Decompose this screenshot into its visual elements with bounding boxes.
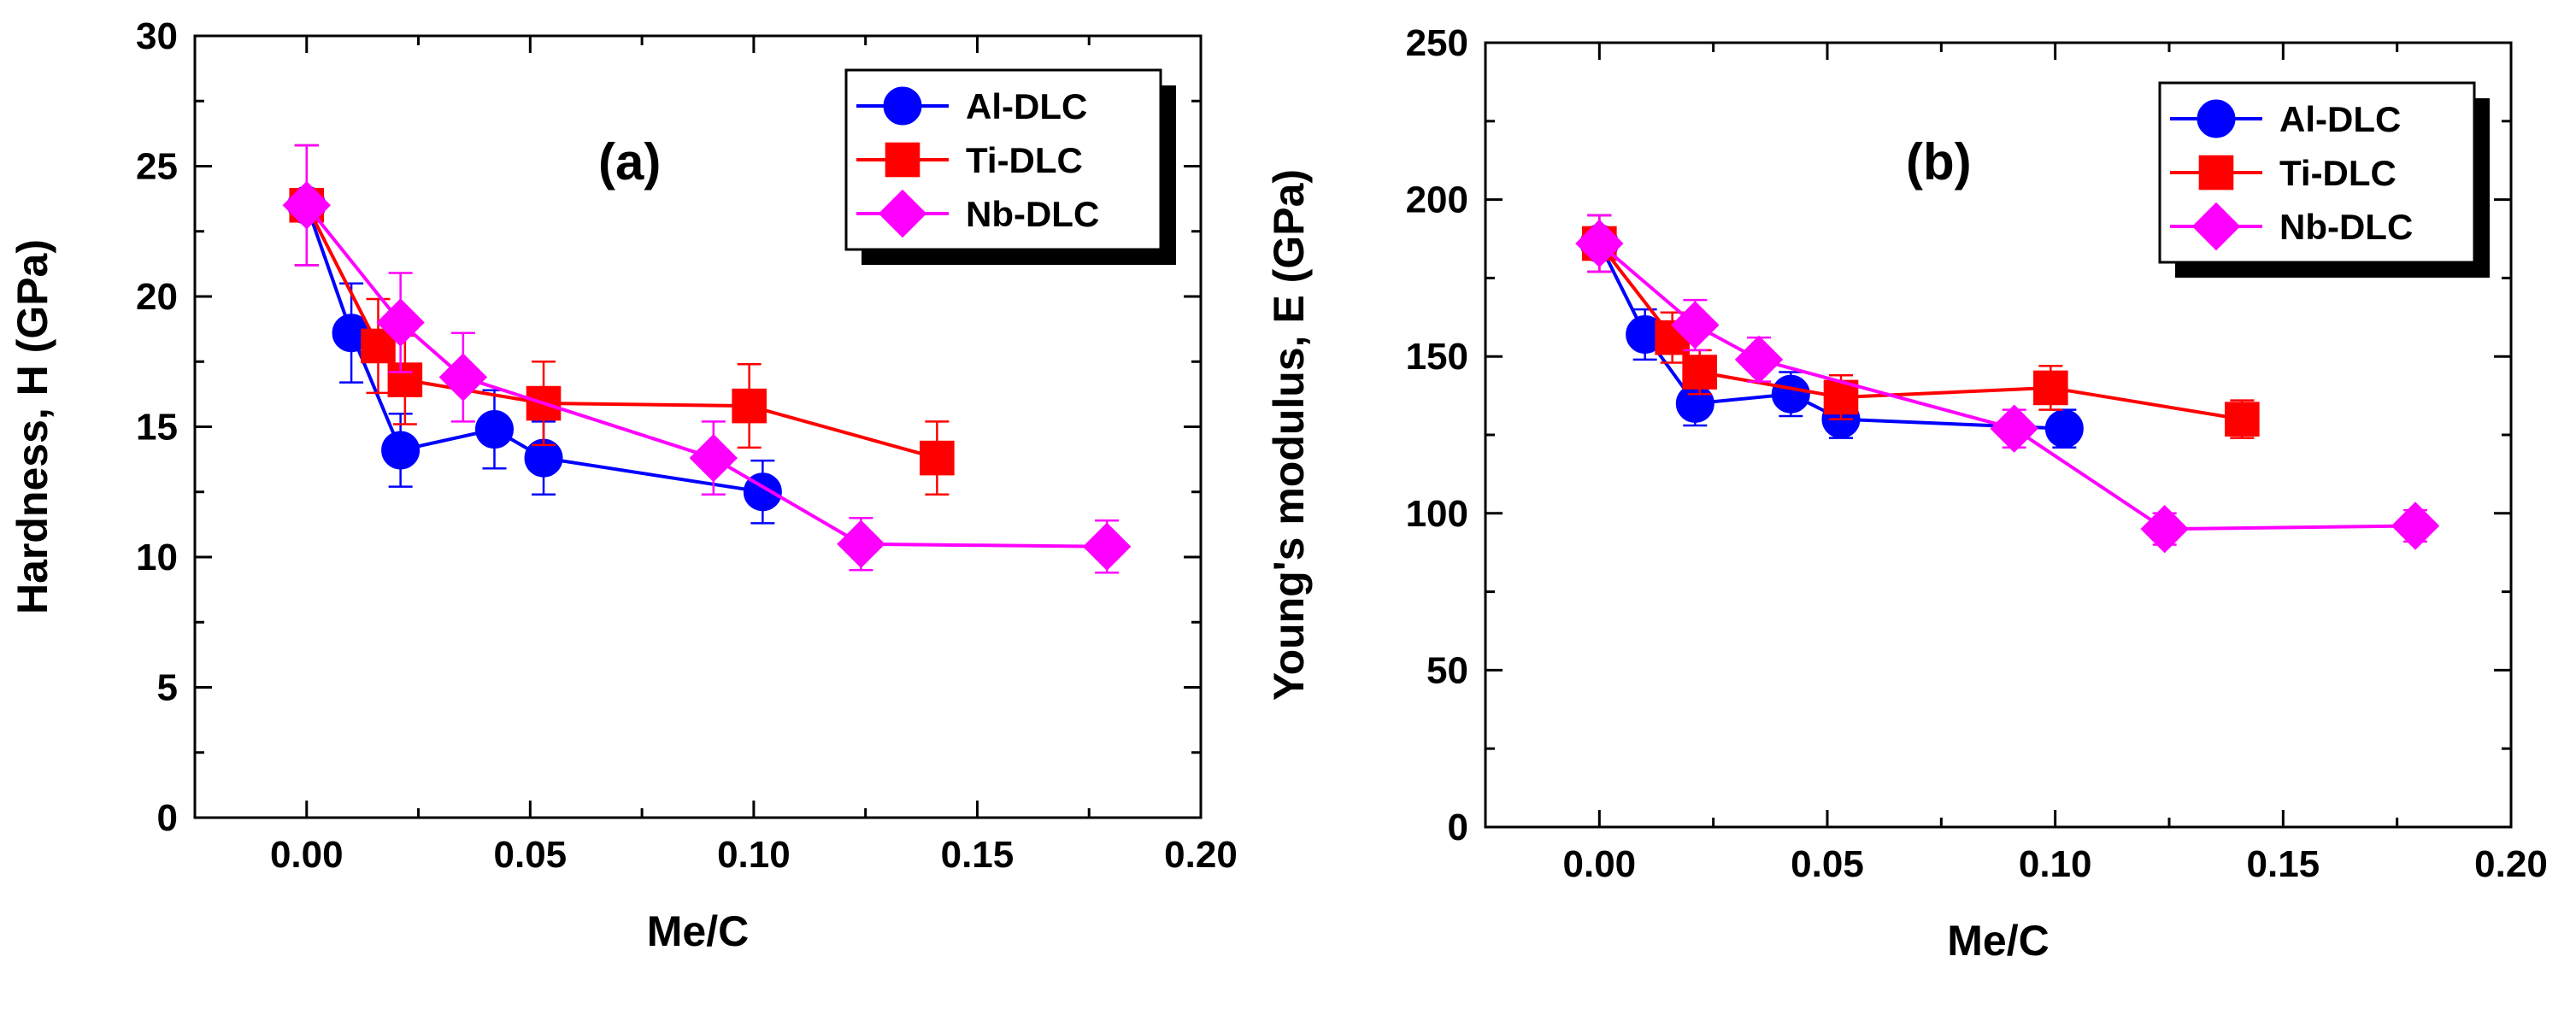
x-tick-label: 0.05 [494, 834, 568, 876]
data-point [2225, 402, 2260, 437]
x-tick-label: 0.20 [1164, 834, 1238, 876]
panel-label: (a) [598, 133, 661, 191]
series-al-dlc [287, 144, 782, 525]
y-tick-label: 10 [136, 537, 178, 578]
data-point [732, 388, 767, 424]
legend-marker [2191, 202, 2241, 251]
x-tick-label: 0.10 [2019, 843, 2092, 885]
y-tick-label: 50 [1426, 649, 1468, 691]
x-tick-label: 0.15 [941, 834, 1015, 876]
y-tick-label: 25 [136, 146, 178, 188]
data-point [1771, 374, 1810, 414]
series-line [305, 204, 1108, 549]
series-line [1598, 242, 2416, 531]
data-point [1671, 301, 1720, 349]
x-tick-label: 0.05 [1791, 843, 1864, 885]
x-axis-title: Me/C [647, 907, 749, 955]
data-point [1682, 355, 1717, 390]
y-tick-label: 15 [136, 407, 178, 449]
series-nb-dlc [282, 144, 1132, 574]
y-tick-label: 20 [136, 276, 178, 318]
y-tick-label: 150 [1406, 336, 1468, 378]
data-point [526, 385, 562, 421]
data-point [474, 410, 514, 449]
y-tick-label: 0 [1448, 807, 1468, 848]
y-axis-title: Young's modulus, E (GPa) [1265, 169, 1313, 701]
legend-marker [885, 142, 920, 178]
legend-marker [878, 189, 927, 238]
data-point [376, 298, 425, 347]
y-tick-label: 0 [157, 797, 178, 839]
legend-marker [2197, 99, 2236, 138]
y-axis-title: Hardness, H (GPa) [9, 239, 56, 614]
legend-label: Ti-DLC [2279, 153, 2397, 193]
data-point [387, 362, 423, 397]
data-point [1575, 219, 1624, 268]
data-point [2033, 370, 2068, 406]
data-point [2391, 502, 2440, 550]
panel-label: (b) [1906, 133, 1972, 191]
series-line [304, 204, 938, 461]
y-tick-label: 200 [1406, 179, 1468, 221]
legend-label: Ti-DLC [966, 140, 1083, 180]
x-tick-label: 0.00 [270, 834, 344, 876]
chart-panel-a: 0.00 0.05 0.10 0.15 0.20 0 5 10 15 20 25 30 Me/C Hard… [9, 15, 1238, 955]
data-point [381, 431, 421, 470]
x-axis-title: Me/C [1947, 917, 2049, 965]
x-tick-label: 0.10 [717, 834, 791, 876]
data-point [1082, 522, 1132, 572]
data-point [1734, 335, 1784, 384]
legend-label: Nb-DLC [2279, 207, 2413, 247]
data-point [2044, 409, 2084, 449]
series-nb-dlc [1575, 214, 2440, 554]
legend-label: Al-DLC [966, 86, 1087, 126]
data-point [920, 440, 955, 476]
data-point [1990, 404, 2038, 453]
data-point [689, 433, 738, 483]
data-point [1675, 384, 1714, 423]
series-line [304, 204, 763, 494]
data-point [837, 519, 885, 568]
legend-marker [2198, 155, 2234, 191]
data-point [2140, 504, 2189, 554]
y-tick-label: 5 [157, 667, 178, 709]
y-tick-label: 100 [1406, 493, 1468, 535]
legend-marker [883, 86, 922, 126]
legend-label: Al-DLC [2279, 99, 2401, 139]
x-tick-label: 0.15 [2247, 843, 2320, 885]
x-tick-label: 0.00 [1563, 843, 1637, 885]
chart-panel-b: 0.00 0.05 0.10 0.15 0.20 0 50 100 150 200 250 Me/C Y… [1265, 22, 2548, 965]
data-point [282, 181, 331, 230]
legend: Al-DLC Ti-DLC Nb-DLC [2158, 81, 2490, 278]
data-point [438, 353, 488, 402]
legend: Al-DLC Ti-DLC Nb-DLC [844, 68, 1176, 265]
y-tick-label: 30 [136, 15, 178, 57]
y-tick-label: 250 [1406, 22, 1468, 64]
legend-label: Nb-DLC [966, 194, 1099, 234]
x-tick-label: 0.20 [2474, 843, 2548, 885]
